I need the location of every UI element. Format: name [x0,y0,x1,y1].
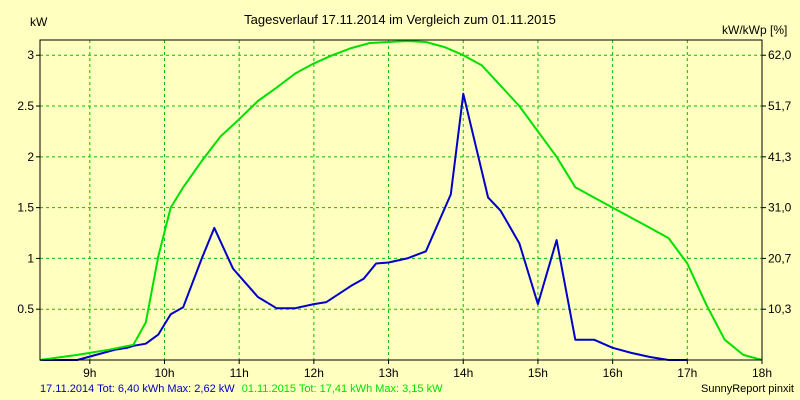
chart-title: Tagesverlauf 17.11.2014 im Vergleich zum… [244,12,556,27]
x-tick-label: 12h [304,366,324,380]
x-tick-label: 16h [603,366,623,380]
x-tick-label: 9h [83,366,96,380]
series-line-2015 [39,40,763,361]
y2-axis-ticks: 10,3 20,7 31,0 41,3 51,7 62,0 [762,48,792,316]
x-tick-label: 17h [677,366,697,380]
x-tick-label: 18h [752,366,772,380]
y-axis-ticks: 0.5 1 1.5 2 2.5 3 [17,48,40,316]
x-tick-label: 15h [528,366,548,380]
y-left-axis-label: kW [30,15,48,29]
footer-legend: 17.11.2014 Tot: 6,40 kWh Max: 2,62 kW 01… [40,383,443,395]
y-tick-label: 2 [27,150,34,164]
x-axis-ticks: 9h 10h 11h 12h 13h 14h 15h 16h 17h 18h [83,360,772,380]
x-tick-label: 13h [379,366,399,380]
x-tick-label: 11h [230,366,249,380]
y-tick-label: 1 [27,251,34,265]
y-tick-label: 1.5 [17,201,34,215]
plot-frame [39,39,763,361]
y-tick-label: 3 [27,48,34,62]
y2-tick-label: 10,3 [768,302,792,316]
legend-series-2015: 01.11.2015 Tot: 17,41 kWh Max: 3,15 kW [242,383,443,395]
y2-tick-label: 20,7 [768,251,792,265]
y-tick-label: 2.5 [17,99,34,113]
y2-tick-label: 51,7 [768,99,792,113]
legend-series-2014: 17.11.2014 Tot: 6,40 kWh Max: 2,62 kW [40,383,235,395]
y-right-axis-label: kW/kWp [%] [722,23,787,37]
footer-credit: SunnyReport pinxit [701,383,794,395]
grid [40,40,763,360]
series-line-2014 [40,92,688,361]
y2-tick-label: 62,0 [768,48,792,62]
y2-tick-label: 31,0 [768,201,792,215]
x-tick-label: 10h [154,366,174,380]
series [39,40,763,361]
x-tick-label: 14h [453,366,473,380]
y-tick-label: 0.5 [17,302,34,316]
y2-tick-label: 41,3 [768,150,792,164]
